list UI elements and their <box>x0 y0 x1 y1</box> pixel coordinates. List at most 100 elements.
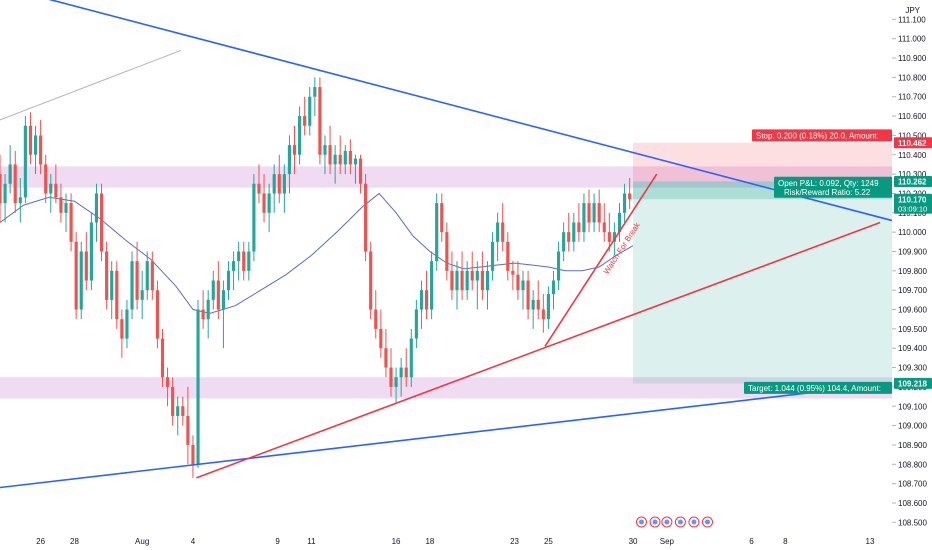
candle <box>165 367 170 407</box>
candle <box>369 241 373 320</box>
trendline[interactable] <box>0 382 893 489</box>
candle <box>44 154 48 204</box>
candle-body <box>196 309 200 465</box>
time-tick-label: 18 <box>425 537 434 546</box>
candle-body <box>216 280 220 310</box>
candle <box>343 145 347 175</box>
candle-body <box>318 87 322 155</box>
candle <box>536 280 540 320</box>
candle <box>572 212 576 252</box>
economic-event-icon[interactable] <box>661 516 673 528</box>
candle-body <box>176 406 180 416</box>
candle-body <box>333 154 337 165</box>
candle-body <box>567 232 571 242</box>
economic-event-icon[interactable] <box>702 516 714 528</box>
economic-event-icon[interactable] <box>674 516 686 528</box>
candle <box>59 183 63 223</box>
candle <box>501 203 505 252</box>
candle <box>252 174 256 262</box>
candle <box>135 241 139 310</box>
price-axis[interactable]: JPY 108.500 108.600 108.700 108.800 108.900 1… <box>892 0 932 532</box>
candle <box>353 154 358 184</box>
candle-body <box>531 299 535 310</box>
supply-demand-zone <box>0 377 892 399</box>
candle-body <box>84 251 88 281</box>
candle <box>287 135 292 194</box>
candle <box>374 290 378 339</box>
candle <box>562 222 566 262</box>
candle-body <box>526 280 530 310</box>
event-icon-dot <box>691 519 697 525</box>
candle <box>28 112 33 165</box>
candle <box>145 251 149 300</box>
target-zone[interactable] <box>633 181 892 384</box>
candle-body <box>282 174 286 194</box>
time-axis[interactable]: 26 28 Aug 4 9 11 16 18 23 25 30 Sep 6 8 13 <box>0 532 932 550</box>
stop-zone[interactable] <box>633 142 892 182</box>
candle <box>79 241 83 320</box>
candle-body <box>115 270 119 320</box>
candle <box>587 189 591 233</box>
price-axis-tag <box>894 175 932 187</box>
candle <box>39 119 43 175</box>
time-tick-label: 6 <box>749 537 754 546</box>
candle-body <box>607 232 611 242</box>
candle <box>308 87 312 136</box>
event-icon-dot <box>638 519 644 525</box>
trendline[interactable] <box>544 173 658 347</box>
candle-body <box>628 193 632 200</box>
economic-event-icon[interactable] <box>688 516 700 528</box>
candle <box>506 232 510 281</box>
candle-body <box>562 232 566 252</box>
economic-event-icon[interactable] <box>635 516 647 528</box>
candle <box>460 251 464 300</box>
candle <box>140 270 144 320</box>
candle <box>298 106 302 165</box>
candle <box>155 280 159 349</box>
candle <box>516 261 520 300</box>
economic-event-icon[interactable] <box>649 516 661 528</box>
candle-body <box>267 193 271 213</box>
price-tick-label: 108.500 <box>898 518 927 527</box>
candle <box>485 261 490 310</box>
candle <box>211 270 215 310</box>
moving-average-layer <box>0 192 634 314</box>
candle <box>358 154 363 194</box>
candle-body <box>211 280 215 300</box>
candle-body <box>455 270 459 291</box>
candle <box>318 77 322 165</box>
trendlines-layer[interactable] <box>0 0 893 489</box>
candle-body <box>323 145 327 155</box>
candle-body <box>272 174 276 194</box>
candle <box>191 435 195 478</box>
candle <box>23 116 27 204</box>
event-icon-dot <box>705 519 711 525</box>
price-tick-label: 109.400 <box>898 344 927 353</box>
candle <box>607 212 611 252</box>
time-tick-label: Aug <box>135 537 149 546</box>
candle <box>201 290 205 329</box>
candle-body <box>206 299 210 320</box>
candle <box>490 232 495 281</box>
candle-body <box>551 280 556 295</box>
candle-body <box>358 158 363 184</box>
candle-body <box>155 290 159 339</box>
candle-body <box>150 261 154 291</box>
trendline[interactable] <box>196 221 881 479</box>
price-axis-tag-value: 110.170 <box>898 195 927 204</box>
candle-body <box>511 270 515 275</box>
candle-body <box>242 251 246 271</box>
candle <box>272 164 276 213</box>
trendline[interactable] <box>0 0 893 222</box>
candle <box>206 290 210 339</box>
target-label: Target: 1.044 (0.95%) 104.4, Amount: <box>748 384 881 393</box>
price-axis-background <box>892 0 932 532</box>
candle-body <box>582 203 586 233</box>
candle-body <box>120 319 124 339</box>
price-axis-tag-value: 109.218 <box>898 379 927 388</box>
trendline[interactable] <box>0 49 182 121</box>
candle <box>216 261 220 320</box>
events-layer[interactable] <box>635 516 714 528</box>
candle-body <box>135 261 139 300</box>
